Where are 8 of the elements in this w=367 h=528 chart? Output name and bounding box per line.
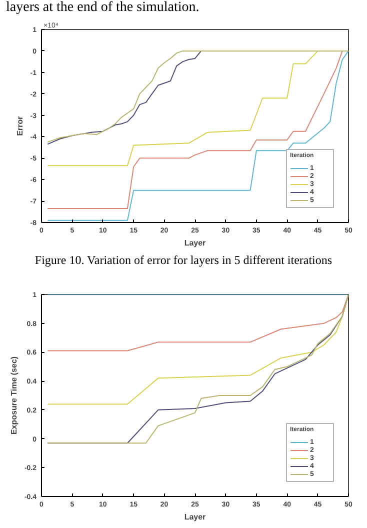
line-series: [47, 294, 348, 444]
y-axis-title: Exposure Time (sec): [9, 356, 18, 435]
x-axis-title: Layer: [184, 512, 206, 522]
y-axis-title: Error: [15, 116, 24, 136]
line-series: [47, 294, 348, 352]
text: layers at the end of the simulation.: [6, 0, 200, 16]
x-axis-title: Layer: [184, 238, 206, 248]
caption: Figure 10. Variation of error for layers in 5 different iterations: [34, 252, 332, 269]
